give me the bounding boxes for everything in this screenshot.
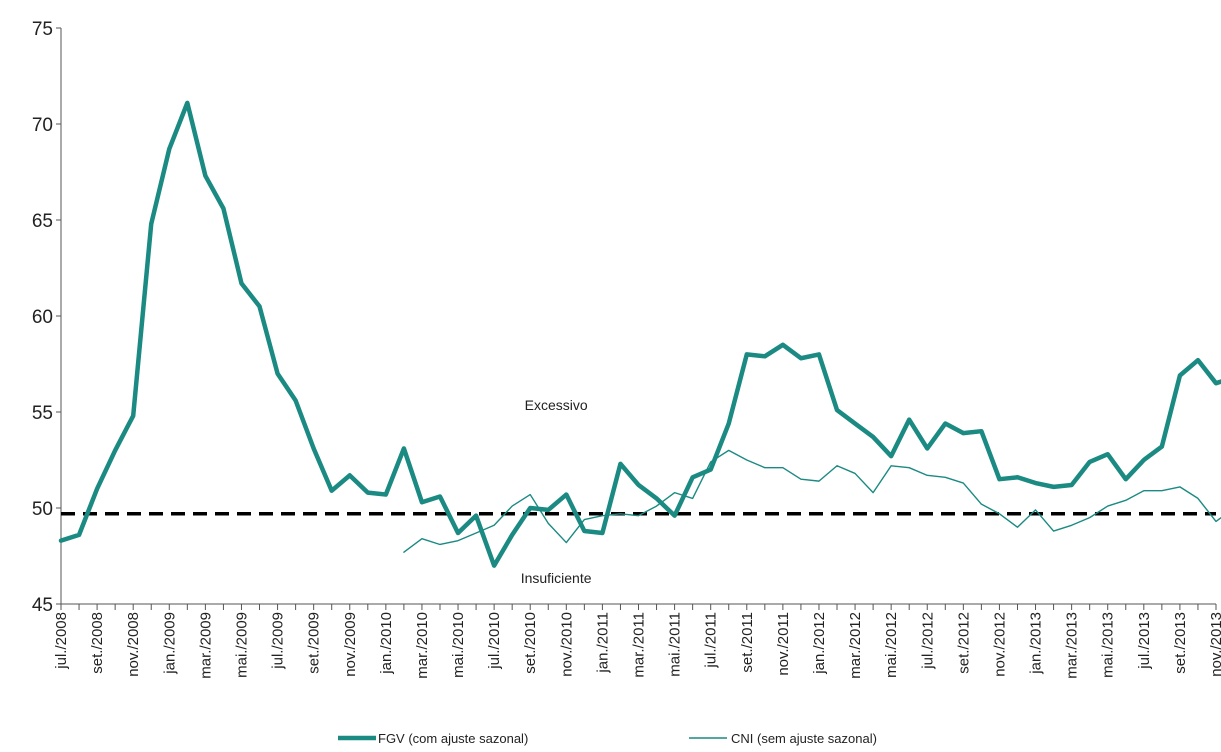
y-tick-label: 70 bbox=[32, 115, 53, 136]
series-group bbox=[58, 100, 1221, 568]
x-tick-label: jan./2011 bbox=[594, 612, 611, 674]
x-tick-label: set./2010 bbox=[522, 612, 539, 674]
x-tick-label: jul./2008 bbox=[53, 612, 70, 670]
x-tick-label: set./2013 bbox=[1172, 612, 1189, 674]
x-tick-label: set./2012 bbox=[955, 612, 972, 674]
x-tick-label: mar./2011 bbox=[631, 612, 648, 678]
annotations-group: Excessivo Insuficiente bbox=[521, 397, 592, 586]
x-tick-label: jul./2013 bbox=[1136, 612, 1153, 670]
series-line-cni bbox=[403, 449, 1221, 553]
x-tick-label: jan./2013 bbox=[1028, 612, 1045, 675]
x-tick-label: mar./2012 bbox=[847, 612, 864, 679]
x-tick-label: mai./2013 bbox=[1100, 612, 1117, 678]
y-tick-label: 50 bbox=[32, 499, 53, 520]
x-tick-label: jul./2012 bbox=[919, 612, 936, 670]
series-line-fgv bbox=[58, 100, 1221, 568]
y-tick-label: 55 bbox=[32, 403, 53, 424]
x-tick-label: mai./2011 bbox=[667, 612, 684, 677]
x-tick-label: mar./2013 bbox=[1064, 612, 1081, 679]
x-tick-label: mai./2009 bbox=[233, 612, 250, 678]
x-tick-label: mar./2009 bbox=[197, 612, 214, 679]
x-tick-label: mai./2010 bbox=[450, 612, 467, 678]
x-tick-label: jul./2010 bbox=[486, 612, 503, 670]
legend: FGV (com ajuste sazonal) CNI (sem ajuste … bbox=[338, 731, 877, 746]
x-tick-label: set./2011 bbox=[739, 612, 756, 673]
x-tick-label: nov./2012 bbox=[991, 612, 1008, 677]
x-tick-label: nov./2013 bbox=[1208, 612, 1221, 677]
x-tick-label: jan./2012 bbox=[811, 612, 828, 675]
x-tick-label: nov./2010 bbox=[558, 612, 575, 677]
y-tick-label: 60 bbox=[32, 307, 53, 328]
y-tick-label: 75 bbox=[32, 19, 53, 40]
x-tick-label: nov./2008 bbox=[125, 612, 142, 677]
x-tick-label: jan./2010 bbox=[378, 612, 395, 675]
x-tick-label: jul./2011 bbox=[703, 612, 720, 669]
y-tick-label: 65 bbox=[32, 211, 53, 232]
x-tick-label: set./2008 bbox=[89, 612, 106, 674]
annotation-label: Excessivo bbox=[525, 397, 588, 413]
y-axis: 45 50 55 60 65 70 75 bbox=[32, 19, 62, 616]
x-tick-label: mar./2010 bbox=[414, 612, 431, 679]
x-tick-label: jul./2009 bbox=[270, 612, 287, 670]
x-tick-label: nov./2011 bbox=[775, 612, 792, 676]
x-axis: jul./2008 set./2008 nov./2008 jan./2009 mar.… bbox=[53, 603, 1221, 679]
x-tick-label: set./2009 bbox=[306, 612, 323, 674]
annotation-label: Insuficiente bbox=[521, 570, 592, 586]
legend-label: CNI (sem ajuste sazonal) bbox=[731, 731, 877, 746]
x-tick-label: jan./2009 bbox=[161, 612, 178, 675]
y-tick-label: 45 bbox=[32, 595, 53, 616]
x-tick-label: nov./2009 bbox=[342, 612, 359, 677]
x-tick-label: mai./2012 bbox=[883, 612, 900, 678]
legend-label: FGV (com ajuste sazonal) bbox=[378, 731, 528, 746]
